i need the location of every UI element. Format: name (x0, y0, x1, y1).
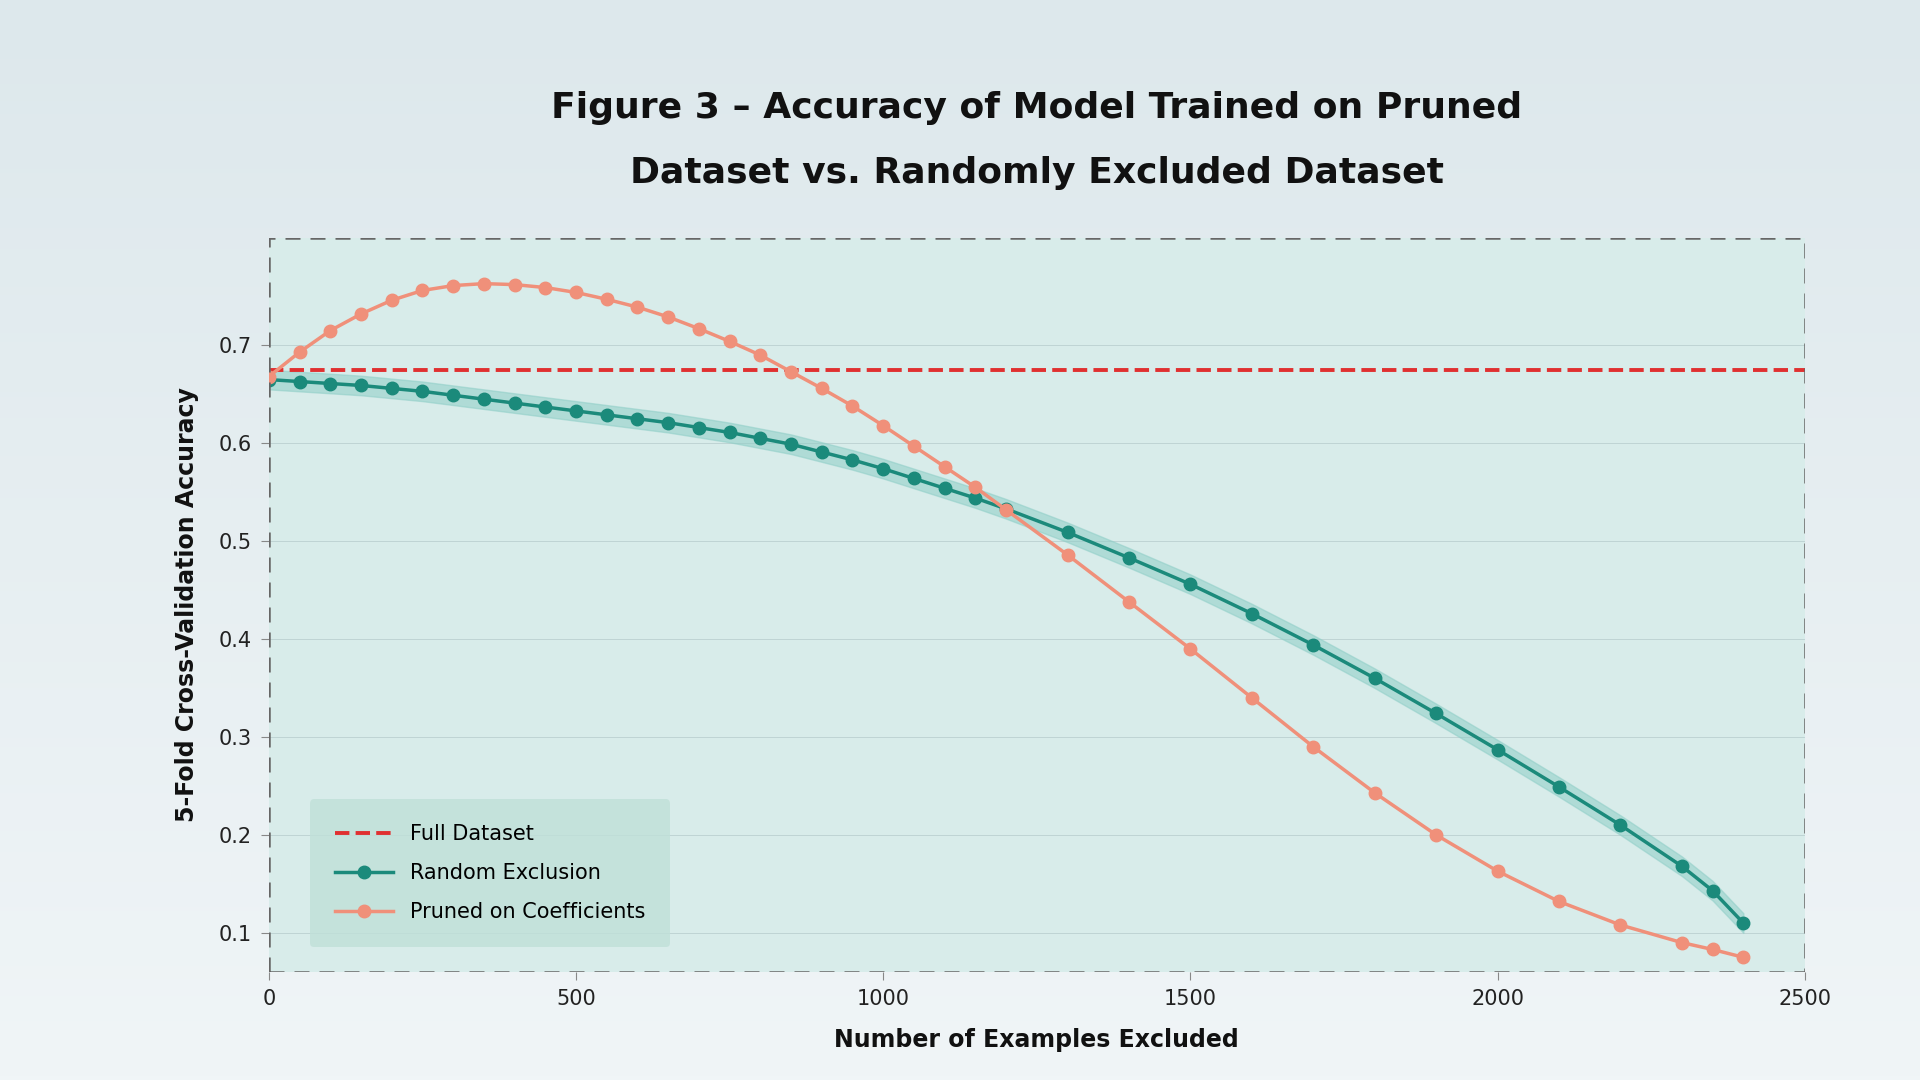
X-axis label: Number of Examples Excluded: Number of Examples Excluded (835, 1028, 1238, 1052)
Y-axis label: 5-Fold Cross-Validation Accuracy: 5-Fold Cross-Validation Accuracy (175, 388, 200, 822)
Text: Dataset vs. Randomly Excluded Dataset: Dataset vs. Randomly Excluded Dataset (630, 156, 1444, 190)
Legend: Full Dataset, Random Exclusion, Pruned on Coefficients: Full Dataset, Random Exclusion, Pruned o… (309, 799, 670, 947)
Text: Figure 3 – Accuracy of Model Trained on Pruned: Figure 3 – Accuracy of Model Trained on … (551, 91, 1523, 125)
